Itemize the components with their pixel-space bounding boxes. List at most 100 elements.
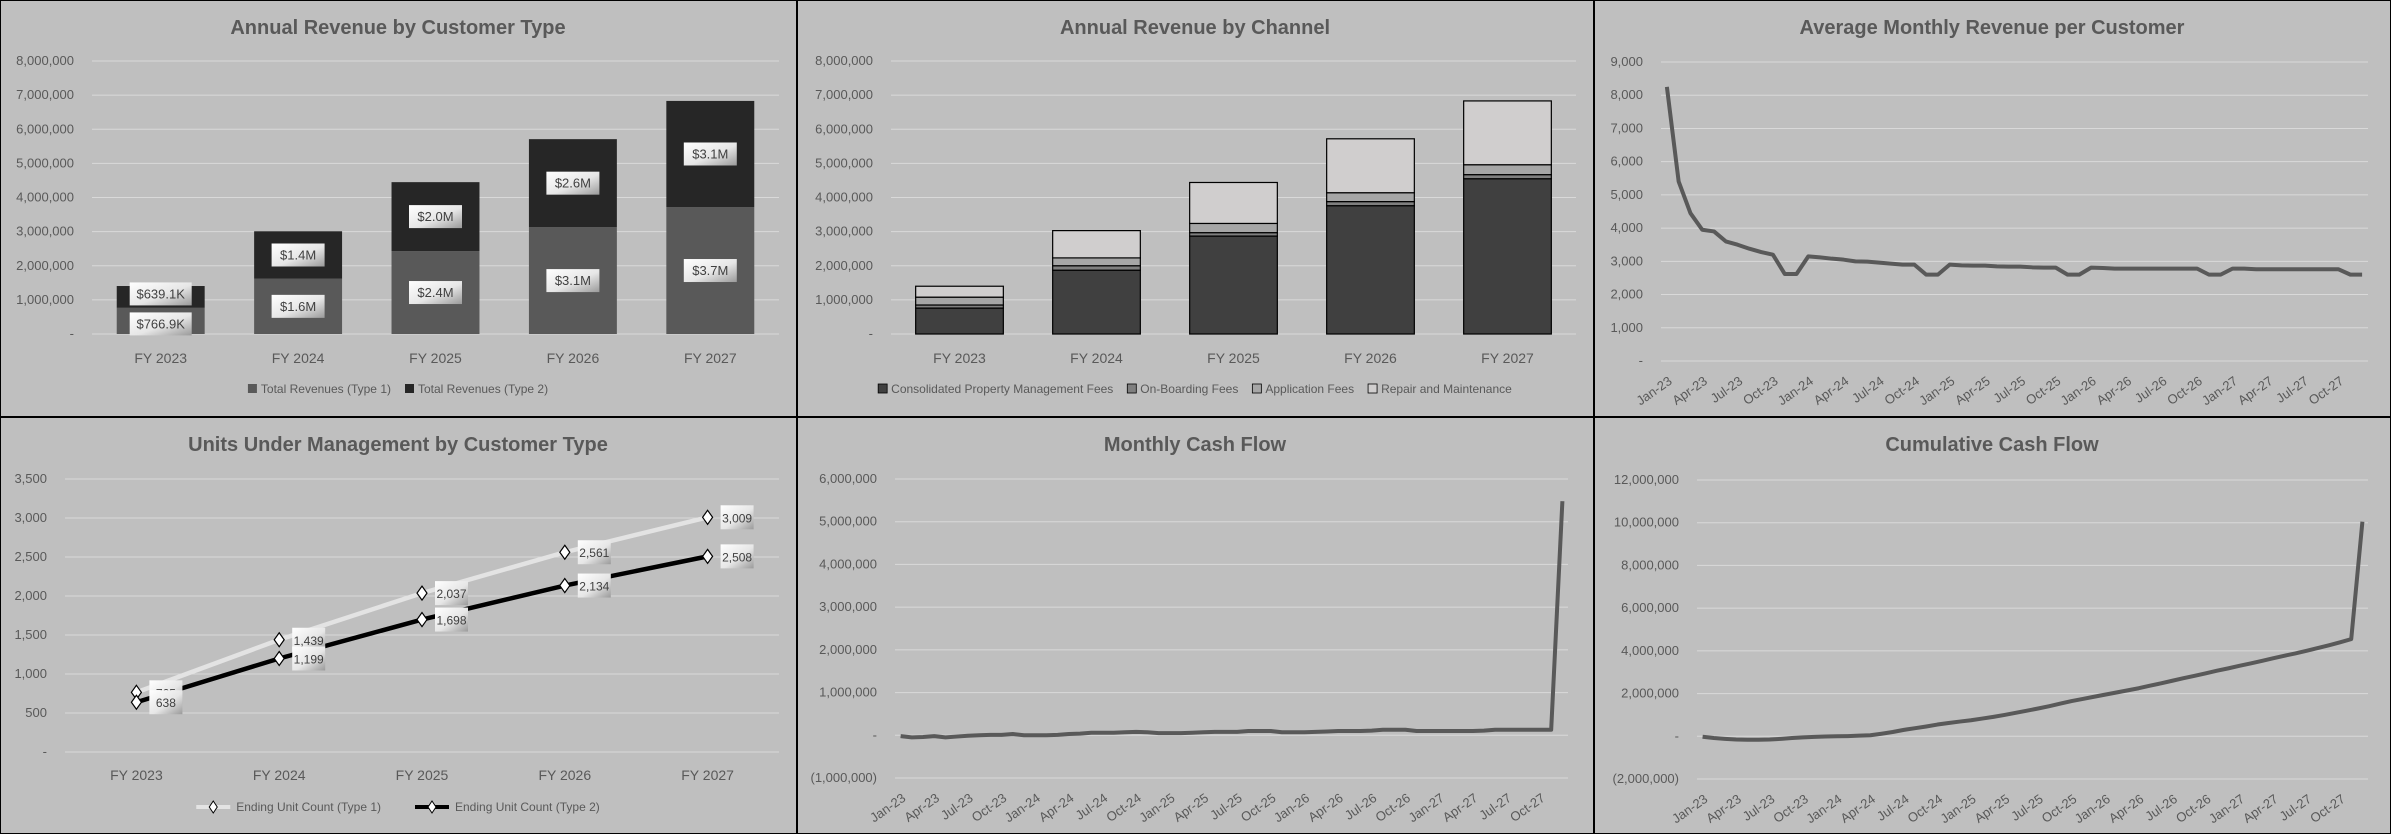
legend-label: Repair and Maintenance bbox=[1381, 382, 1512, 396]
data-label: $2.4M bbox=[417, 285, 453, 300]
bar-segment[interactable] bbox=[1189, 235, 1278, 335]
legend-item[interactable]: Total Revenues (Type 1) bbox=[247, 382, 391, 396]
chart-title: Monthly Cash Flow bbox=[1104, 434, 1287, 456]
x-tick-label: FY 2023 bbox=[110, 767, 163, 783]
y-tick-label: 1,000,000 bbox=[815, 292, 873, 307]
x-tick-label: Jul-26 bbox=[2132, 373, 2170, 406]
data-point-marker[interactable] bbox=[416, 611, 428, 628]
data-label-box bbox=[435, 607, 468, 632]
y-tick-label: 3,000 bbox=[14, 510, 47, 525]
bar-segment[interactable] bbox=[1463, 164, 1552, 176]
bar-segment[interactable] bbox=[1052, 269, 1141, 335]
x-tick-label: Apr-27 bbox=[1440, 790, 1481, 825]
bar-segment[interactable] bbox=[915, 307, 1004, 335]
series-line bbox=[135, 554, 709, 705]
data-label: $1.6M bbox=[280, 299, 316, 314]
legend-item[interactable]: Ending Unit Count (Type 2) bbox=[415, 800, 600, 814]
bar-segment[interactable] bbox=[1326, 205, 1415, 335]
y-tick-label: 6,000,000 bbox=[819, 471, 877, 486]
data-label: 1,439 bbox=[294, 634, 324, 648]
y-tick-label: 2,000,000 bbox=[815, 258, 873, 273]
y-tick-label: (2,000,000) bbox=[1613, 771, 1680, 786]
data-point-marker[interactable] bbox=[701, 509, 714, 526]
data-point-marker[interactable] bbox=[130, 694, 143, 711]
y-tick-label: 6,000 bbox=[1610, 154, 1643, 169]
x-tick-label: Apr-26 bbox=[2094, 373, 2135, 408]
bar-segment[interactable] bbox=[1052, 265, 1141, 271]
legend-item[interactable]: Ending Unit Count (Type 1) bbox=[196, 800, 381, 814]
data-label: 2,508 bbox=[722, 550, 752, 564]
x-tick-label: Jan-23 bbox=[867, 790, 908, 825]
y-tick-label: 1,000,000 bbox=[819, 685, 877, 700]
legend-item[interactable]: Application Fees bbox=[1251, 382, 1354, 396]
bar-segment[interactable] bbox=[1052, 257, 1141, 267]
x-tick-label: Apr-23 bbox=[901, 790, 942, 825]
data-point-marker[interactable] bbox=[416, 585, 428, 602]
data-label-box bbox=[546, 269, 600, 293]
bar-segment[interactable] bbox=[1463, 178, 1552, 335]
legend-label: On-Boarding Fees bbox=[1140, 382, 1238, 396]
bar-segment[interactable] bbox=[1326, 200, 1415, 207]
bar-segment[interactable] bbox=[1463, 100, 1552, 166]
y-tick-label: 4,000 bbox=[1610, 220, 1643, 235]
legend-label: Total Revenues (Type 2) bbox=[418, 382, 548, 396]
legend: Consolidated Property Management Fees On-… bbox=[877, 382, 1512, 396]
x-tick-label: FY 2024 bbox=[253, 767, 306, 783]
data-point-marker[interactable] bbox=[273, 631, 285, 648]
legend-item[interactable]: Repair and Maintenance bbox=[1367, 382, 1512, 396]
data-point-marker[interactable] bbox=[559, 577, 571, 594]
y-tick-label: 5,000,000 bbox=[815, 155, 873, 170]
legend-item[interactable]: Total Revenues (Type 2) bbox=[405, 382, 548, 396]
data-point-marker[interactable] bbox=[273, 650, 285, 667]
bar-segment[interactable] bbox=[915, 296, 1004, 306]
y-tick-label: 8,000,000 bbox=[1621, 557, 1679, 572]
bar-segment[interactable] bbox=[1463, 174, 1552, 180]
chart-title: Cumulative Cash Flow bbox=[1885, 434, 2099, 456]
data-label-box bbox=[720, 505, 754, 530]
x-tick-label: Jul-23 bbox=[1740, 791, 1778, 824]
bar-segment[interactable] bbox=[1326, 192, 1415, 203]
data-label: $3.1M bbox=[692, 146, 728, 161]
data-label-box bbox=[129, 282, 192, 306]
data-point-marker[interactable] bbox=[701, 548, 714, 565]
x-tick-label: Oct-23 bbox=[969, 790, 1010, 825]
x-tick-label: Oct-23 bbox=[1770, 791, 1811, 826]
y-tick-label: - bbox=[1675, 728, 1679, 743]
data-label: $639.1K bbox=[136, 286, 185, 301]
bar-segment[interactable] bbox=[1189, 181, 1278, 225]
x-tick-label: Jan-24 bbox=[1803, 791, 1844, 826]
x-tick-label: Oct-27 bbox=[2307, 791, 2348, 826]
y-tick-label: 12,000,000 bbox=[1614, 472, 1679, 487]
chart-svg: Units Under Management by Customer Type -… bbox=[14, 434, 779, 814]
x-tick-label: Jan-25 bbox=[1136, 790, 1177, 825]
data-label-box bbox=[271, 294, 325, 318]
x-tick-label: Oct-23 bbox=[1740, 373, 1781, 408]
data-label-box bbox=[577, 540, 611, 565]
data-label: 3,009 bbox=[722, 511, 752, 525]
bar-segment[interactable] bbox=[1189, 222, 1278, 234]
x-tick-label: FY 2025 bbox=[409, 350, 462, 366]
x-tick-label: Jan-27 bbox=[2206, 791, 2247, 826]
y-tick-label: 3,000,000 bbox=[16, 224, 74, 239]
legend-item[interactable]: Consolidated Property Management Fees bbox=[877, 382, 1113, 396]
diamond-marker-icon bbox=[427, 800, 437, 814]
chart-average-monthly-revenue: Average Monthly Revenue per Customer - 1,0… bbox=[1594, 0, 2391, 417]
bar-segment[interactable] bbox=[1326, 138, 1415, 194]
legend-swatch bbox=[1126, 383, 1137, 394]
x-tick-label: Jan-27 bbox=[1406, 790, 1447, 825]
bar-segment[interactable] bbox=[1052, 230, 1141, 259]
data-label: 2,561 bbox=[579, 546, 609, 560]
x-tick-label: Jul-24 bbox=[1874, 791, 1912, 824]
chart-svg: Annual Revenue by Customer Type - 1,000,00… bbox=[16, 17, 779, 396]
y-tick-label: 6,000,000 bbox=[16, 121, 74, 136]
y-tick-label: 3,000,000 bbox=[819, 599, 877, 614]
x-tick-label: Jul-25 bbox=[1990, 373, 2028, 406]
x-tick-label: Oct-26 bbox=[2164, 373, 2205, 408]
bar-segment[interactable] bbox=[915, 285, 1004, 298]
data-point-marker[interactable] bbox=[559, 544, 571, 561]
data-label-box bbox=[149, 690, 183, 715]
legend-label: Application Fees bbox=[1265, 382, 1354, 396]
y-tick-label: 1,000,000 bbox=[16, 292, 74, 307]
chart-svg: Annual Revenue by Channel - 1,000,000 2,000… bbox=[815, 17, 1576, 396]
legend-item[interactable]: On-Boarding Fees bbox=[1126, 382, 1238, 396]
